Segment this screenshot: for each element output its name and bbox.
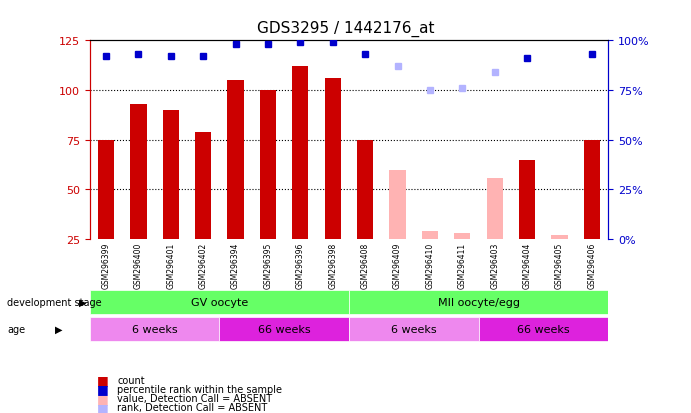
Text: GSM296408: GSM296408 — [361, 242, 370, 288]
Text: GSM296401: GSM296401 — [167, 242, 176, 288]
FancyBboxPatch shape — [478, 317, 608, 342]
Bar — [260, 91, 276, 240]
Text: GSM296398: GSM296398 — [328, 242, 337, 288]
FancyBboxPatch shape — [349, 290, 608, 315]
Text: rank, Detection Call = ABSENT: rank, Detection Call = ABSENT — [117, 402, 267, 412]
Text: GSM296394: GSM296394 — [231, 242, 240, 288]
Text: MII oocyte/egg: MII oocyte/egg — [437, 297, 520, 308]
Bar — [292, 67, 308, 240]
Text: GSM296406: GSM296406 — [587, 242, 596, 288]
Text: GSM296399: GSM296399 — [102, 242, 111, 288]
Text: GSM296402: GSM296402 — [199, 242, 208, 288]
Text: value, Detection Call = ABSENT: value, Detection Call = ABSENT — [117, 393, 272, 403]
Text: ▶: ▶ — [79, 297, 87, 308]
Text: GSM296409: GSM296409 — [393, 242, 402, 288]
Text: count: count — [117, 375, 145, 385]
Text: ■: ■ — [97, 401, 108, 413]
Text: percentile rank within the sample: percentile rank within the sample — [117, 384, 283, 394]
Bar — [162, 111, 179, 240]
Text: ▶: ▶ — [55, 324, 63, 335]
Text: GSM296410: GSM296410 — [426, 242, 435, 288]
Text: GV oocyte: GV oocyte — [191, 297, 248, 308]
Bar — [195, 133, 211, 240]
Text: GSM296396: GSM296396 — [296, 242, 305, 288]
FancyBboxPatch shape — [349, 317, 478, 342]
Text: ■: ■ — [97, 392, 108, 405]
Text: 66 weeks: 66 weeks — [517, 324, 569, 335]
Text: 6 weeks: 6 weeks — [132, 324, 178, 335]
Text: 66 weeks: 66 weeks — [258, 324, 310, 335]
Bar — [98, 140, 114, 240]
Bar — [519, 160, 536, 240]
Bar — [486, 178, 503, 240]
Bar — [227, 81, 244, 240]
Text: GSM296400: GSM296400 — [134, 242, 143, 288]
Text: GSM296395: GSM296395 — [263, 242, 272, 288]
Text: GSM296404: GSM296404 — [522, 242, 531, 288]
Bar — [422, 232, 438, 240]
Bar — [357, 140, 373, 240]
Bar — [454, 234, 471, 240]
FancyBboxPatch shape — [90, 317, 219, 342]
FancyBboxPatch shape — [219, 317, 349, 342]
Bar — [390, 170, 406, 240]
FancyBboxPatch shape — [90, 290, 349, 315]
Text: GSM296405: GSM296405 — [555, 242, 564, 288]
Bar — [551, 235, 567, 240]
Text: 6 weeks: 6 weeks — [391, 324, 437, 335]
Text: GSM296411: GSM296411 — [458, 242, 467, 288]
Text: development stage: development stage — [7, 297, 102, 308]
Text: GDS3295 / 1442176_at: GDS3295 / 1442176_at — [257, 21, 434, 37]
Text: age: age — [7, 324, 25, 335]
Text: GSM296403: GSM296403 — [490, 242, 499, 288]
Text: ■: ■ — [97, 373, 108, 387]
Bar — [131, 105, 146, 240]
Bar — [325, 79, 341, 240]
Bar — [584, 140, 600, 240]
Text: ■: ■ — [97, 382, 108, 396]
